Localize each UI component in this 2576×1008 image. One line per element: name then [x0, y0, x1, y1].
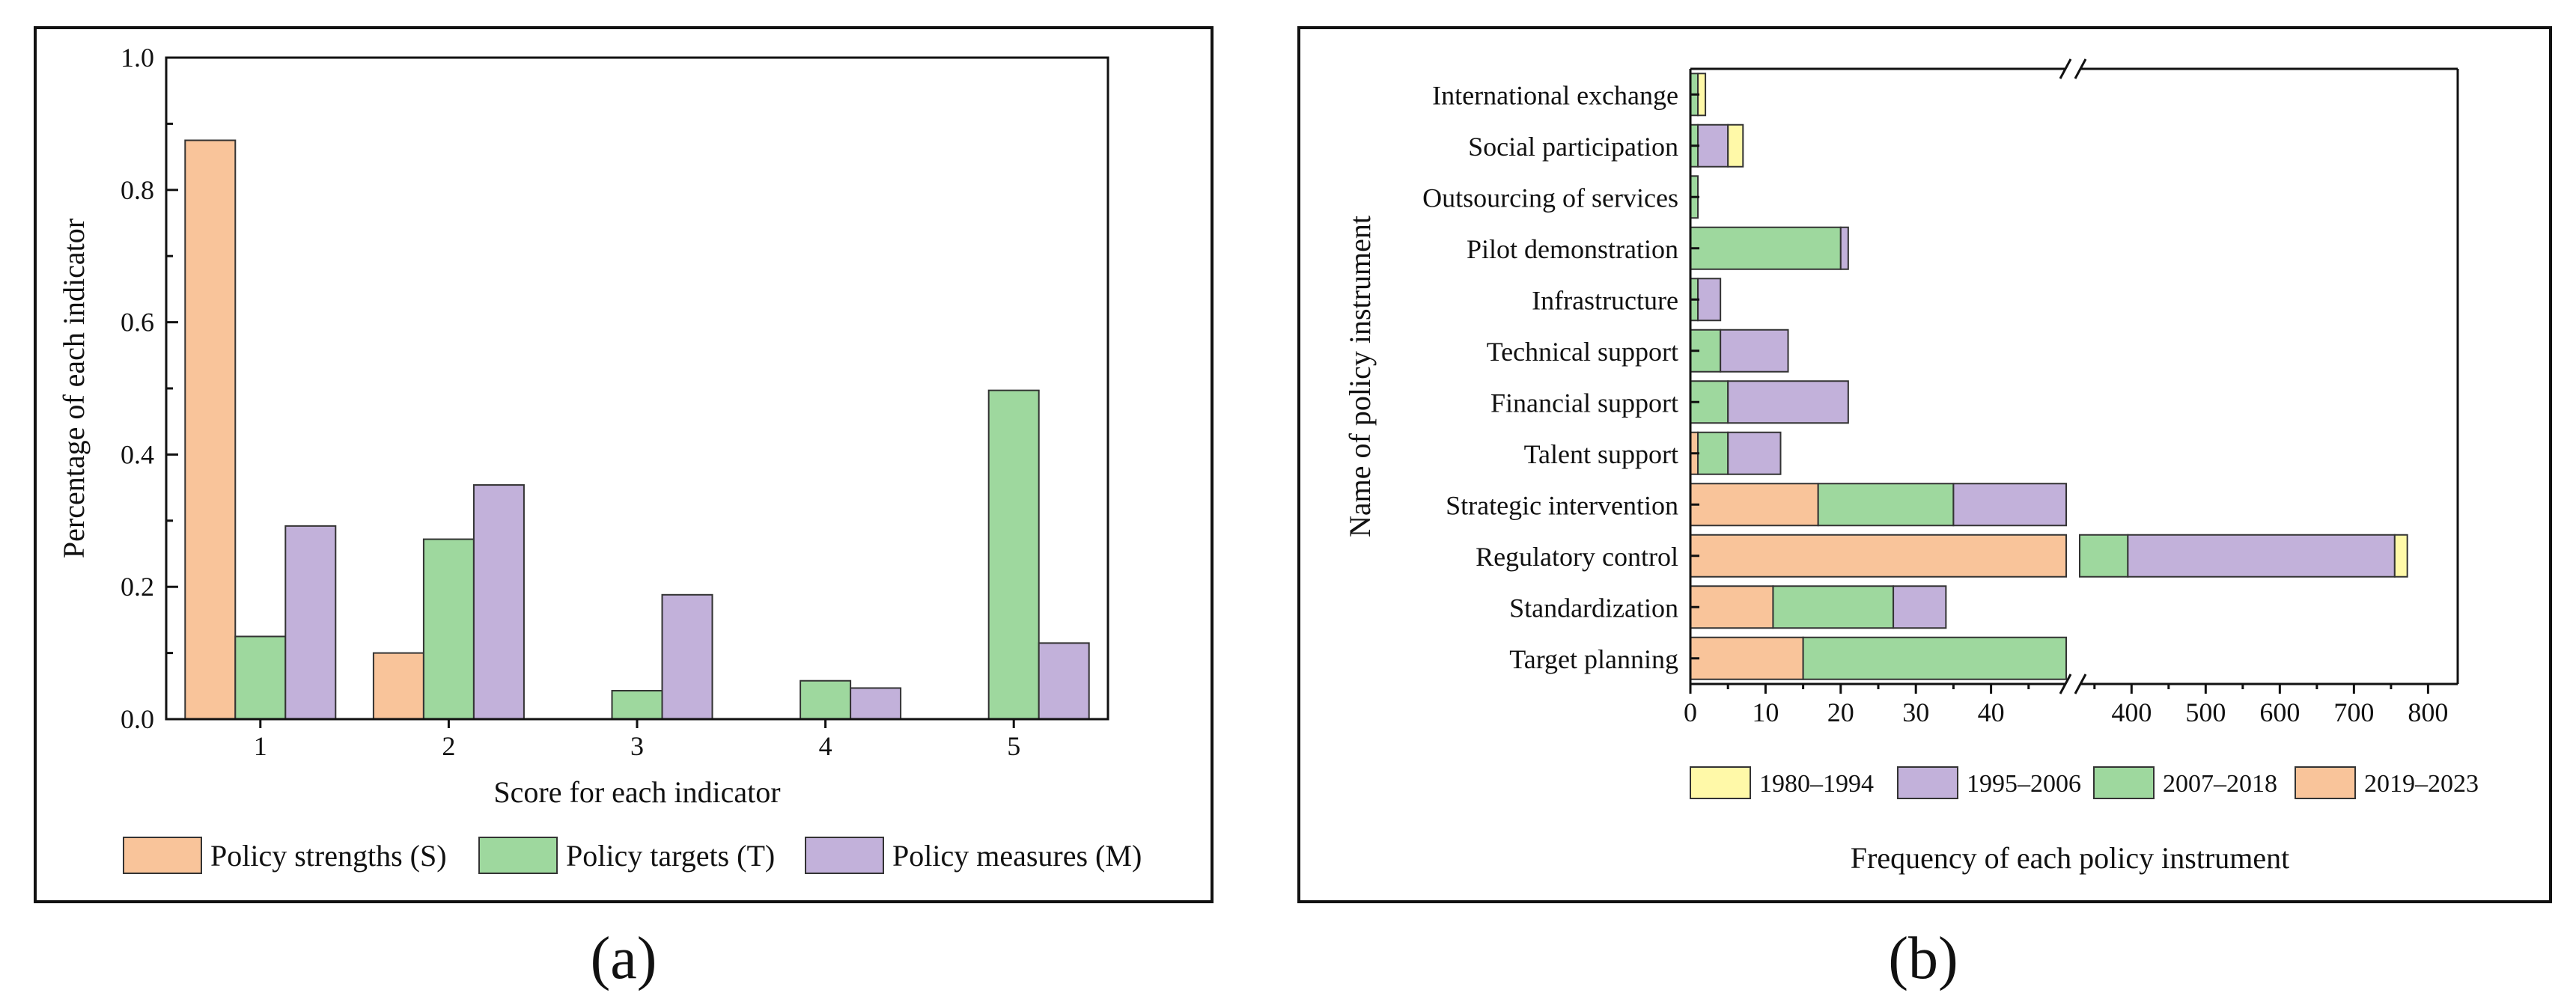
bar-b-0-10 [1690, 585, 1774, 629]
bar-1-4 [987, 389, 1040, 720]
legend-label-b-0: 1980–1994 [1759, 770, 1874, 798]
bar-b-1-3 [1690, 226, 1842, 270]
y-axis-title-b: Name of policy instrument [1343, 216, 1377, 537]
x-tick-label-b: 10 [1752, 697, 1779, 727]
axis-break-mark [2059, 673, 2072, 694]
x-tick-label-a: 2 [442, 731, 455, 761]
y-tick-label-b: Standardization [1509, 593, 1678, 623]
legend-label-a-1: Policy targets (T) [566, 839, 775, 873]
axis-break-mark [2059, 58, 2072, 79]
legend-swatch-b-1 [1897, 766, 1958, 799]
bar-b-1-11 [1802, 636, 2068, 680]
x-tick-label-a: 4 [819, 731, 832, 761]
x-tick-label-a: 1 [254, 731, 267, 761]
x-tick-label-b: 500 [2185, 697, 2226, 727]
bar-b-1-10 [1772, 585, 1895, 629]
bar-2-1 [472, 484, 525, 721]
bar-b-3-1 [1727, 123, 1744, 168]
y-tick-label-a: 0.2 [121, 572, 154, 602]
x-tick-label-b: 400 [2111, 697, 2152, 727]
y-tick-label-a: 0.0 [121, 704, 154, 734]
y-tick-label-b: Target planning [1509, 644, 1678, 674]
x-tick-label-b: 30 [1902, 697, 1929, 727]
x-tick-label-a: 5 [1007, 731, 1020, 761]
bar-2-0 [284, 525, 337, 720]
bar-b-2-10 [1893, 585, 1947, 629]
bar-b-0-11 [1690, 636, 1804, 680]
x-tick-label-b: 20 [1827, 697, 1854, 727]
y-tick-label-b: Technical support [1487, 337, 1678, 367]
legend-label-a-0: Policy strengths (S) [210, 839, 447, 873]
panel-b-caption: (b) [1888, 926, 1958, 992]
y-tick-label-b: Infrastructure [1532, 285, 1678, 315]
x-axis-title-a: Score for each indicator [493, 775, 780, 809]
legend-swatch-b-3 [2295, 766, 2356, 799]
legend-label-b-3: 2019–2023 [2364, 770, 2479, 798]
bar-b-2-8 [1952, 483, 2067, 527]
x-tick-label-b: 40 [1978, 697, 2005, 727]
x-tick-label-a: 3 [630, 731, 644, 761]
bar-b-1-8 [1817, 483, 1955, 527]
y-tick-label-b: Regulatory control [1476, 542, 1678, 572]
bar-2-3 [850, 687, 902, 721]
legend-swatch-a-2 [805, 837, 884, 874]
legend-swatch-b-0 [1690, 766, 1751, 799]
bar-b-1-9 [2079, 534, 2129, 578]
bar-2-4 [1038, 642, 1090, 721]
bar-b-2-7 [1727, 431, 1782, 475]
panel-a-frame [34, 26, 1214, 903]
axis-break-mark [2074, 58, 2087, 79]
y-tick-label-b: Outsourcing of services [1422, 183, 1678, 213]
y-tick-label-b: Pilot demonstration [1467, 234, 1678, 264]
panel-a-caption: (a) [591, 926, 657, 992]
y-tick-label-a: 0.8 [121, 175, 154, 205]
y-tick-label-b: Social participation [1468, 132, 1678, 162]
axis-break-mark [2074, 673, 2087, 694]
bar-b-0-9 [1690, 534, 2067, 578]
legend-label-b-2: 2007–2018 [2163, 770, 2277, 798]
y-tick-label-a: 0.6 [121, 308, 154, 337]
bar-b-2-9 [2127, 534, 2396, 578]
bar-b-2-4 [1697, 278, 1722, 322]
y-tick-label-a: 0.4 [121, 439, 154, 469]
y-tick-label-b: Financial support [1491, 388, 1678, 418]
legend-label-b-1: 1995–2006 [1967, 770, 2081, 798]
x-tick-label-b: 800 [2408, 697, 2448, 727]
bar-b-1-7 [1697, 431, 1729, 475]
bar-b-2-3 [1839, 226, 1849, 270]
y-axis-title-a: Percentage of each indicator [57, 219, 91, 558]
bar-b-2-5 [1720, 329, 1789, 373]
bar-1-3 [800, 679, 852, 721]
bar-1-1 [422, 538, 475, 720]
bar-b-2-1 [1697, 123, 1729, 168]
legend-swatch-b-2 [2093, 766, 2155, 799]
bar-b-3-9 [2393, 534, 2408, 578]
legend-swatch-a-1 [478, 837, 558, 874]
x-tick-label-b: 700 [2333, 697, 2374, 727]
panel-b-frame [1297, 26, 2552, 903]
x-tick-label-b: 0 [1684, 697, 1697, 727]
bar-b-2-6 [1727, 380, 1849, 424]
y-tick-label-b: Strategic intervention [1446, 490, 1678, 520]
x-axis-title-b: Frequency of each policy instrument [1851, 841, 2289, 875]
y-tick-label-a: 1.0 [121, 43, 154, 73]
y-tick-label-b: Talent support [1524, 439, 1678, 469]
bar-b-0-8 [1690, 483, 1819, 527]
legend-swatch-a-0 [123, 837, 202, 874]
y-tick-label-b: International exchange [1432, 80, 1678, 110]
legend-label-a-2: Policy measures (M) [892, 839, 1142, 873]
x-tick-label-b: 600 [2259, 697, 2300, 727]
